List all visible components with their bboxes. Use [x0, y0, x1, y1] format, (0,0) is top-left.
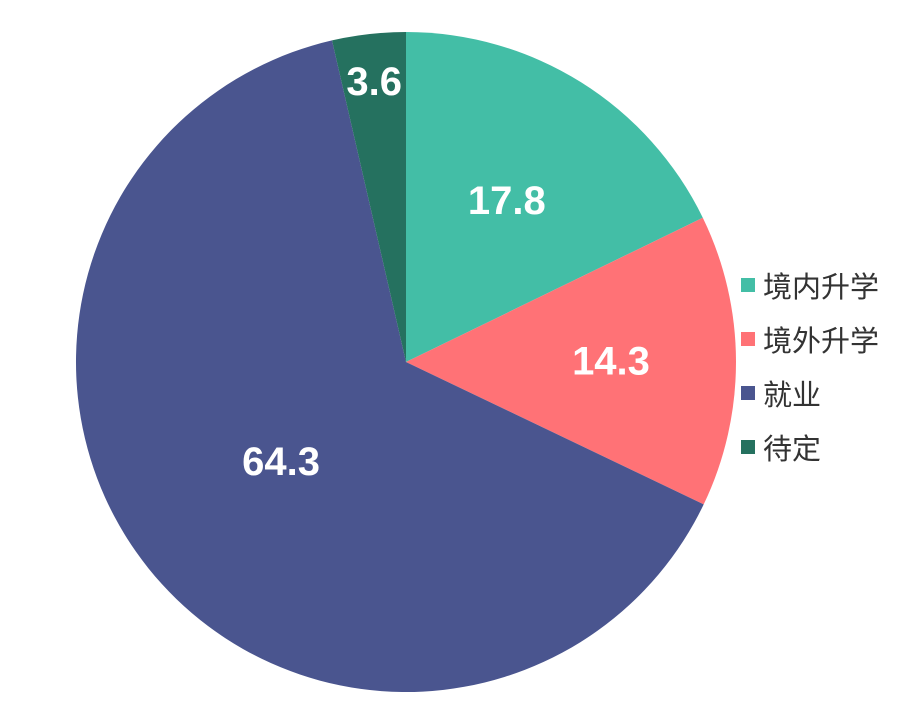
legend: 境内升学 境外升学 就业 待定 [741, 258, 916, 474]
legend-swatch-3 [741, 440, 755, 454]
pie-slices [75, 32, 736, 693]
legend-label-2: 就业 [763, 378, 822, 412]
pie-slice-1[interactable] [406, 217, 736, 505]
legend-swatch-0 [741, 278, 755, 292]
pie-slice-0[interactable] [406, 32, 703, 362]
slice-label-0: 17.8 [468, 179, 546, 223]
legend-item-1[interactable]: 境外升学 [741, 312, 916, 366]
legend-item-2[interactable]: 就业 [741, 366, 916, 420]
slice-label-3: 3.6 [346, 60, 402, 104]
pie-slice-2[interactable] [75, 40, 704, 693]
legend-item-3[interactable]: 待定 [741, 420, 916, 474]
legend-label-0: 境内升学 [763, 270, 880, 304]
legend-label-1: 境外升学 [763, 324, 880, 358]
slice-label-2: 64.3 [242, 440, 320, 484]
legend-swatch-2 [741, 386, 755, 400]
pie-slice-3[interactable] [331, 32, 406, 362]
legend-item-0[interactable]: 境内升学 [741, 258, 916, 312]
pie-data-labels: 17.8 14.3 64.3 3.6 [242, 60, 650, 484]
slice-label-1: 14.3 [572, 339, 650, 383]
legend-label-3: 待定 [763, 432, 822, 466]
legend-swatch-1 [741, 332, 755, 346]
